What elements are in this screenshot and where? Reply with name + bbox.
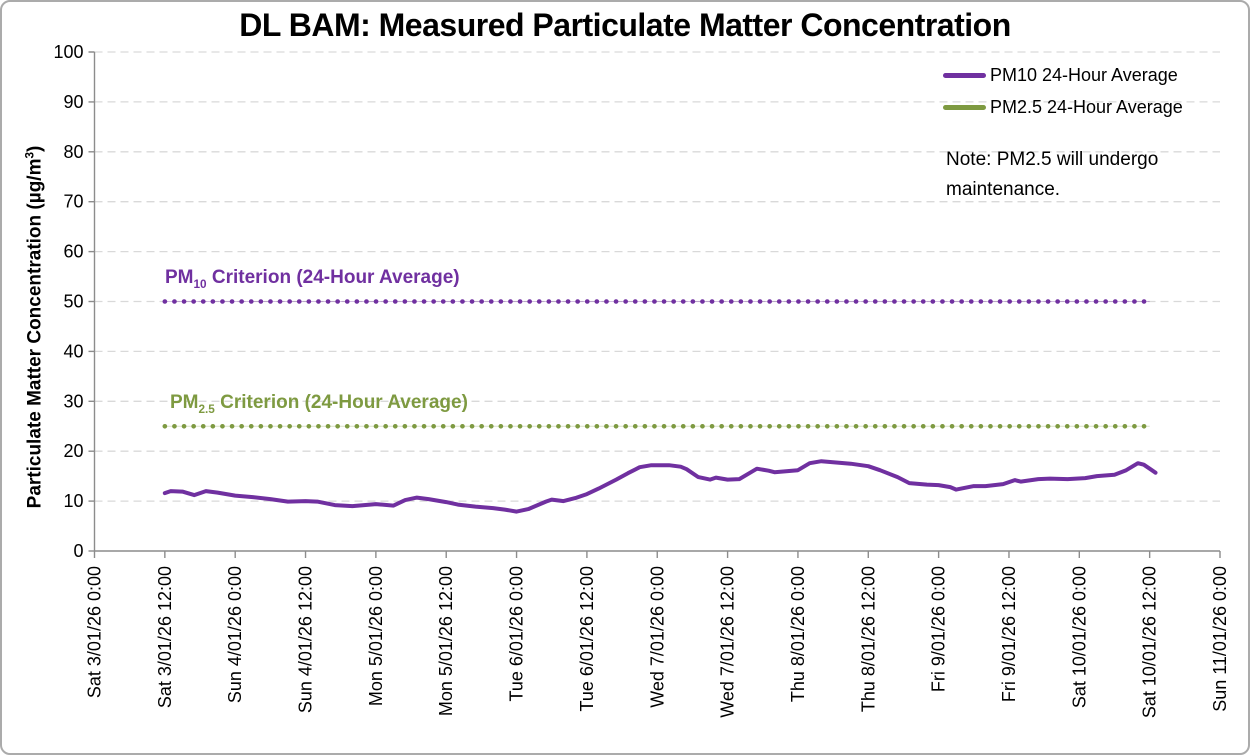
pm10-24-hour-average-line: [162, 459, 1158, 514]
legend-label-pm10: PM10 24-Hour Average: [990, 64, 1178, 85]
x-tick-label: Mon 5/01/26 0:00: [366, 566, 386, 706]
pm25-line-swatch-icon: [943, 104, 986, 110]
pm10-line-swatch-icon: [943, 72, 986, 78]
pm10-criterion-subscript: 10: [193, 277, 207, 291]
x-tick-label: Thu 8/01/26 0:00: [788, 566, 808, 702]
y-tick-label: 0: [73, 541, 83, 561]
x-tick-label: Wed 7/01/26 0:00: [647, 566, 667, 708]
y-tick-label: 30: [63, 391, 83, 411]
chart-title: DL BAM: Measured Particulate Matter Conc…: [239, 7, 1011, 43]
x-tick-label: Sun 4/01/26 0:00: [225, 566, 245, 703]
y-tick-label: 50: [63, 292, 83, 312]
note-text: Note: PM2.5 will undergo maintenance.: [946, 149, 1159, 201]
x-tick-label: Sat 3/01/26 0:00: [85, 566, 105, 698]
pm10-criterion-label: PM10 Criterion (24-Hour Average): [165, 267, 460, 291]
pm25-criterion-prefix: PM: [170, 392, 199, 413]
x-tick-label: Tue 6/01/26 0:00: [507, 566, 527, 701]
x-tick-label: Sat 10/01/26 12:00: [1140, 566, 1160, 718]
y-tick-label: 70: [63, 192, 83, 212]
pm10-criterion-prefix: PM: [165, 267, 194, 288]
pm25-criterion-subscript: 2.5: [198, 402, 215, 416]
x-tick-label: Fri 9/01/26 0:00: [929, 566, 949, 692]
y-tick-label: 80: [63, 142, 83, 162]
y-tick-label: 10: [63, 491, 83, 511]
pm25-criterion-label: PM2.5 Criterion (24-Hour Average): [170, 392, 468, 416]
x-tick-label: Fri 9/01/26 12:00: [999, 566, 1019, 702]
x-tick-label: Tue 6/01/26 12:00: [577, 566, 597, 711]
y-tick-label: 20: [63, 441, 83, 461]
legend-label-pm25: PM2.5 24-Hour Average: [990, 96, 1183, 117]
x-tick-label: Sat 3/01/26 12:00: [155, 566, 175, 708]
y-tick-label: 60: [63, 242, 83, 262]
x-tick-label: Wed 7/01/26 12:00: [718, 566, 738, 718]
legend-item-pm25: PM2.5 24-Hour Average: [943, 95, 1183, 119]
x-tick-label: Sun 11/01/26 0:00: [1210, 566, 1230, 712]
y-tick-label: 40: [63, 341, 83, 361]
x-tick-label: Mon 5/01/26 12:00: [436, 566, 456, 716]
x-tick-label: Sun 4/01/26 12:00: [296, 566, 316, 713]
legend-item-pm10: PM10 24-Hour Average: [943, 63, 1183, 87]
legend: PM10 24-Hour Average PM2.5 24-Hour Avera…: [943, 63, 1183, 127]
pm25-criterion-rest: Criterion (24-Hour Average): [214, 392, 468, 413]
y-tick-label: 100: [53, 42, 83, 62]
pm10-criterion-rest: Criterion (24-Hour Average): [206, 267, 460, 288]
y-tick-label: 90: [63, 92, 83, 112]
x-tick-label: Sat 10/01/26 0:00: [1069, 566, 1089, 708]
x-tick-label: Thu 8/01/26 12:00: [858, 566, 878, 712]
